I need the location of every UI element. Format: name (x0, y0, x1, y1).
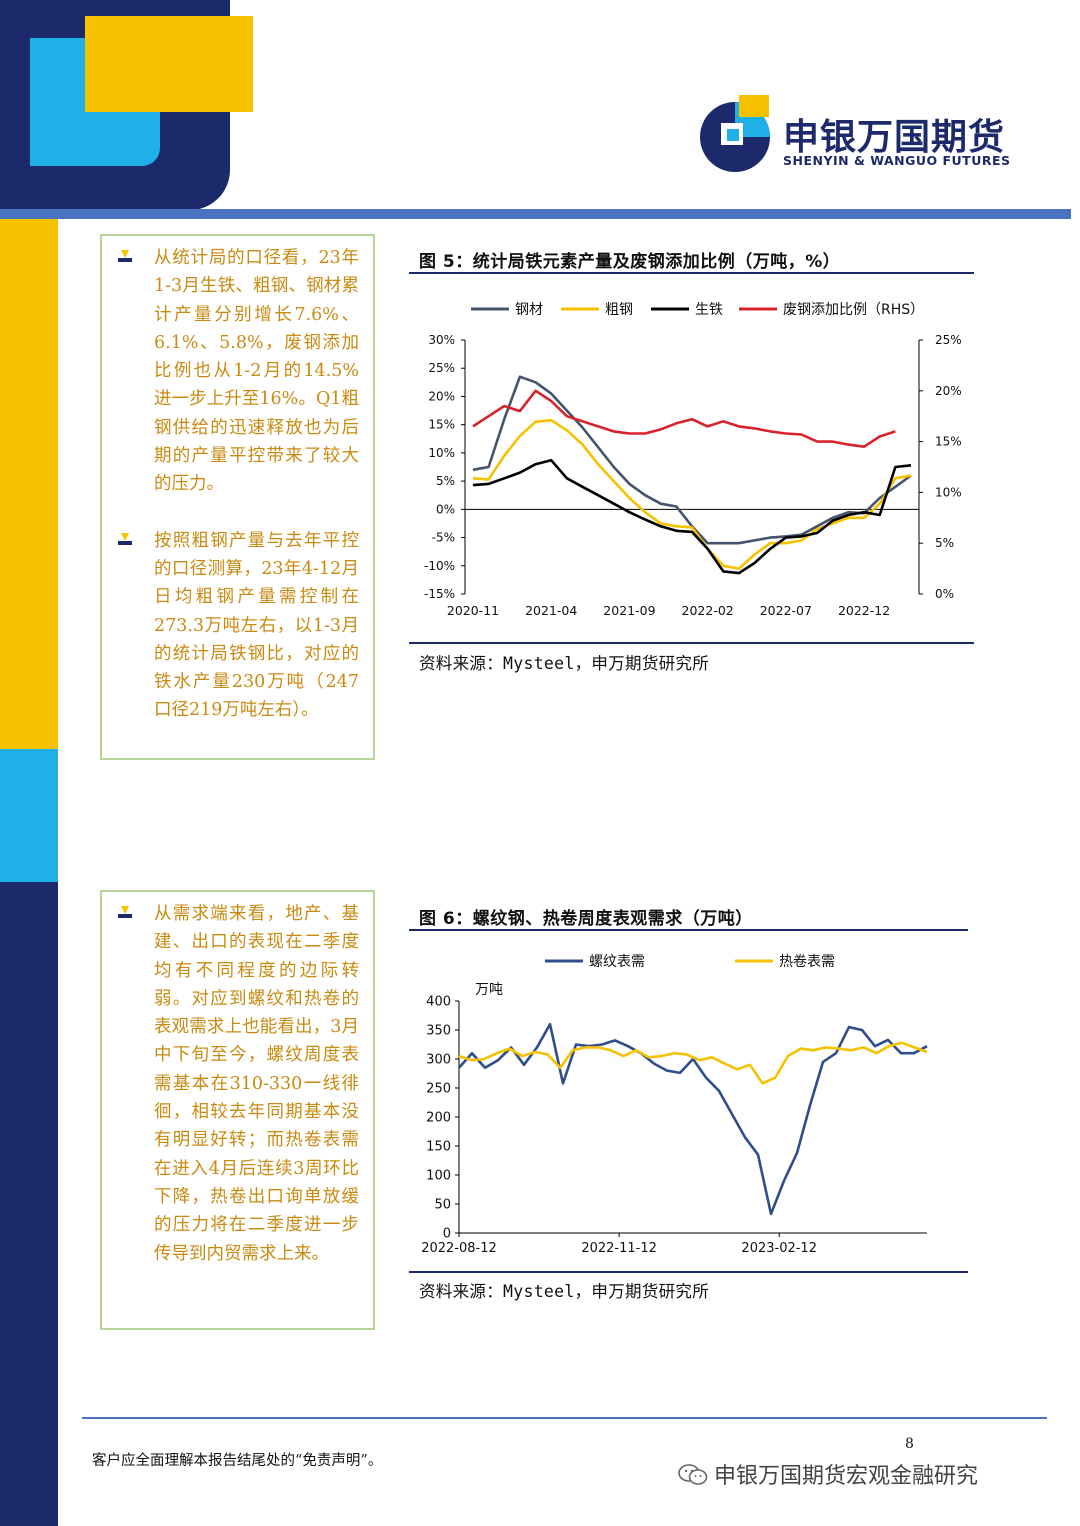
y-tick-label: 50 (434, 1198, 451, 1213)
figure6-title-rule (409, 929, 968, 931)
brand-name-en: SHENYIN & WANGUO FUTURES (783, 153, 1011, 168)
legend-label: 热卷表需 (779, 954, 835, 970)
footer-divider (82, 1417, 1047, 1419)
header-decoration-yellow (85, 16, 253, 112)
text-block-supply: 从统计局的口径看，23年1-3月生铁、粗钢、钢材累计产量分别增长7.6%、6.1… (100, 234, 375, 760)
y-tick-label: 100 (426, 1169, 451, 1184)
y-tick-label: 200 (426, 1111, 451, 1126)
y-tick-label: 250 (426, 1082, 451, 1097)
wechat-account-name: 申银万国期货宏观金融研究 (714, 1464, 979, 1489)
x-tick-label: 2020-11 (447, 603, 499, 618)
x-tick-label: 2021-04 (525, 603, 577, 618)
paragraph: 从需求端来看，地产、基建、出口的表现在二季度均有不同程度的边际转弱。对应到螺纹和… (102, 900, 359, 1268)
figure5-title-rule (409, 272, 974, 274)
legend-label: 螺纹表需 (589, 954, 645, 970)
right-tick-label: 20% (935, 384, 962, 398)
legend-label: 生铁 (695, 302, 723, 318)
side-strip-navy (0, 882, 58, 1526)
series-line (472, 458, 912, 575)
legend-label: 钢材 (515, 302, 543, 318)
left-tick-label: 5% (436, 474, 455, 488)
y-tick-label: 300 (426, 1053, 451, 1068)
paragraph-text: 从统计局的口径看，23年1-3月生铁、粗钢、钢材累计产量分别增长7.6%、6.1… (154, 248, 359, 495)
left-tick-label: 30% (428, 333, 455, 347)
side-strip-cyan (0, 749, 58, 882)
left-tick-label: 20% (428, 389, 455, 403)
left-tick-label: -5% (432, 531, 455, 545)
x-tick-label: 2022-02 (682, 603, 734, 618)
paragraph-text: 按照粗钢产量与去年平控的口径测算，23年4-12月日均粗钢产量需控制在273.3… (154, 530, 359, 721)
right-tick-label: 5% (935, 536, 954, 550)
legend-label: 粗钢 (605, 302, 633, 318)
left-tick-label: -15% (424, 587, 455, 601)
paragraph: 从统计局的口径看，23年1-3月生铁、粗钢、钢材累计产量分别增长7.6%、6.1… (102, 244, 359, 499)
y-tick-label: 150 (426, 1140, 451, 1155)
series-line (458, 1041, 928, 1085)
figure5-title: 图 5：统计局铁元素产量及废钢添加比例（万吨，%） (419, 252, 841, 272)
y-axis-unit: 万吨 (475, 982, 503, 998)
figure6-bottom-rule (409, 1271, 968, 1273)
left-tick-label: -10% (424, 559, 455, 573)
series-line (472, 389, 896, 448)
y-tick-label: 400 (426, 995, 451, 1010)
footer-disclaimer: 客户应全面理解本报告结尾处的“免责声明”。 (92, 1453, 383, 1469)
figure6-chart: 万吨 0 50 100 150 200 250 300 350 400 2022-08-12 2022… (421, 954, 928, 1256)
figure5-bottom-rule (409, 642, 974, 644)
brand-logo-icon (700, 95, 770, 172)
right-tick-label: 10% (935, 485, 962, 499)
figure5-chart: -15% -10% -5% 0% 5% 10% 15% 20% 25% 30% 0% 5% 10% 15%… (424, 302, 962, 618)
figure6-title: 图 6：螺纹钢、热卷周度表观需求（万吨） (419, 909, 753, 929)
wechat-account: 申银万国期货宏观金融研究 (678, 1458, 978, 1490)
header-divider (0, 209, 1071, 219)
bullet-icon (116, 532, 134, 551)
figure5-source: 资料来源：Mysteel，申万期货研究所 (419, 654, 710, 673)
x-tick-label: 2022-07 (760, 603, 812, 618)
right-tick-label: 15% (935, 435, 962, 449)
x-tick-label: 2021-09 (603, 603, 655, 618)
x-tick-label: 2022-11-12 (581, 1241, 657, 1256)
left-tick-label: 10% (428, 446, 455, 460)
side-strip-yellow (0, 219, 58, 749)
left-tick-label: 0% (436, 502, 455, 516)
paragraph: 按照粗钢产量与去年平控的口径测算，23年4-12月日均粗钢产量需控制在273.3… (102, 527, 359, 725)
bullet-icon (116, 906, 134, 924)
text-block-demand: 从需求端来看，地产、基建、出口的表现在二季度均有不同程度的边际转弱。对应到螺纹和… (100, 890, 375, 1330)
right-tick-label: 0% (935, 587, 954, 601)
paragraph-text: 从需求端来看，地产、基建、出口的表现在二季度均有不同程度的边际转弱。对应到螺纹和… (154, 904, 359, 1264)
left-tick-label: 25% (428, 361, 455, 375)
y-tick-label: 0 (443, 1227, 451, 1242)
series-line (472, 418, 912, 570)
legend-label: 废钢添加比例（RHS） (783, 302, 924, 318)
bullet-icon (116, 250, 134, 268)
y-tick-label: 350 (426, 1024, 451, 1039)
right-tick-label: 25% (935, 333, 962, 347)
x-tick-label: 2023-02-12 (741, 1241, 817, 1256)
page-number: 8 (905, 1436, 914, 1452)
x-tick-label: 2022-12 (838, 603, 890, 618)
series-line (458, 1022, 928, 1216)
left-tick-label: 15% (428, 418, 455, 432)
x-tick-label: 2022-08-12 (421, 1241, 497, 1256)
wechat-icon (678, 1464, 708, 1485)
brand-name-cn: 申银万国期货 (783, 117, 1006, 158)
figure6-source: 资料来源：Mysteel，申万期货研究所 (419, 1282, 710, 1301)
